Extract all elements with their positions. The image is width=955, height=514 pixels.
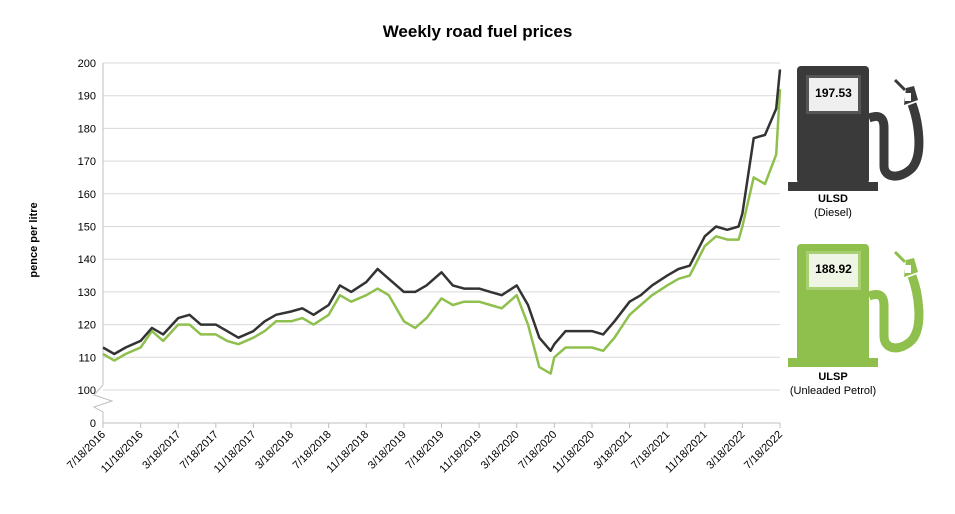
diesel-subtitle: (Diesel)	[814, 207, 852, 219]
chart-title: Weekly road fuel prices	[382, 22, 573, 41]
y-tick-label: 180	[78, 123, 96, 135]
diesel-legend: ULSD (Diesel)	[778, 192, 888, 220]
x-tick-label: 3/18/2020	[479, 429, 522, 472]
petrol-price-value: 188.92	[815, 262, 852, 276]
y-tick-label: 200	[78, 58, 96, 70]
series-line	[102, 69, 782, 356]
y-tick-label: 140	[78, 254, 96, 266]
x-tick-label: 3/18/2017	[140, 429, 183, 472]
diesel-name: ULSD	[818, 193, 848, 205]
x-axis-ticks: 7/18/201611/18/20163/18/20177/18/201711/…	[65, 423, 785, 475]
axes	[92, 63, 780, 424]
y-tick-label: 170	[78, 156, 96, 168]
petrol-subtitle: (Unleaded Petrol)	[789, 385, 877, 397]
gridlines	[103, 62, 780, 391]
diesel-pump-icon	[788, 66, 924, 191]
x-tick-label: 3/18/2019	[366, 429, 409, 472]
y-tick-label: 150	[78, 222, 96, 234]
x-tick-label: 3/18/2022	[704, 429, 747, 472]
diesel-price-value: 197.53	[815, 86, 852, 100]
y-tick-label: 160	[78, 189, 96, 201]
petrol-legend: ULSP (Unleaded Petrol)	[768, 370, 898, 398]
y-axis-ticks: 0 100 110 120 130 140 150 160 170 180 190 200	[78, 58, 96, 430]
x-tick-label: 3/18/2021	[592, 429, 635, 472]
petrol-name: ULSP	[818, 371, 848, 383]
petrol-pump-icon	[788, 244, 924, 367]
series-line	[102, 89, 782, 375]
data-lines	[102, 69, 782, 375]
y-tick-label: 100	[78, 385, 96, 397]
x-tick-label: 3/18/2018	[253, 429, 296, 472]
y-tick-label: 0	[90, 418, 96, 430]
y-tick-label: 130	[78, 287, 96, 299]
y-tick-label: 110	[78, 352, 96, 364]
y-tick-label: 190	[78, 91, 96, 103]
x-tick-label: 7/18/2022	[742, 429, 785, 472]
axis-break-icon	[92, 384, 114, 423]
y-tick-label: 120	[78, 320, 96, 332]
